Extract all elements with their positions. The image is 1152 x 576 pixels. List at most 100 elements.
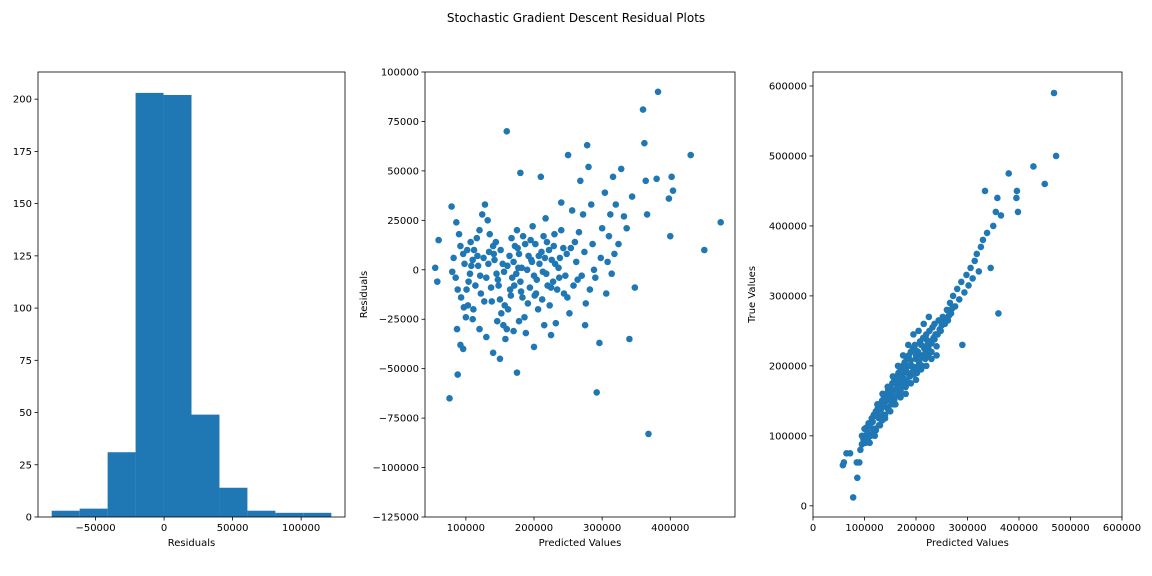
scatter-point: [997, 212, 1005, 219]
scatter-point: [496, 296, 504, 303]
scatter-point: [551, 230, 558, 238]
scatter-point: [948, 305, 956, 312]
scatter-point: [953, 285, 961, 293]
scatter-point: [450, 254, 457, 262]
scatter-point: [574, 276, 581, 283]
histogram-bar: [275, 512, 304, 517]
scatter-point: [1030, 163, 1037, 170]
x-tick-label: 0: [810, 523, 816, 534]
scatter-point: [874, 401, 881, 408]
scatter-point: [887, 401, 895, 408]
scatter-point: [1050, 89, 1058, 97]
scatter-point: [878, 417, 886, 424]
scatter-point: [903, 377, 911, 385]
scatter-point: [717, 219, 724, 226]
scatter-point: [500, 268, 508, 276]
scatter-point: [465, 278, 472, 285]
y-tick-label: −25000: [379, 315, 419, 326]
scatter-point: [463, 286, 470, 293]
scatter-point: [612, 201, 620, 208]
scatter-point: [480, 254, 487, 262]
y-tick-label: 400000: [769, 221, 807, 232]
scatter-point: [472, 282, 479, 289]
scatter-point: [979, 236, 987, 244]
scatter-point: [1041, 180, 1049, 188]
scatter-point: [522, 329, 530, 337]
scatter-point: [965, 282, 972, 289]
x-tick-label: 600000: [1103, 523, 1141, 534]
x-axis-label: Residuals: [168, 538, 215, 549]
true-vs-predicted-panel: 0 100000 200000 300000 400000 500000 600000 0 10…: [747, 71, 1141, 549]
scatter-point: [454, 371, 462, 378]
scatter-point: [469, 256, 476, 264]
scatter-point: [874, 411, 882, 419]
scatter-point: [971, 257, 979, 265]
scatter-point: [853, 474, 861, 482]
y-tick-label: 0: [801, 501, 807, 512]
scatter-point: [539, 268, 547, 276]
scatter-point: [567, 244, 575, 252]
scatter-point: [623, 224, 630, 232]
histogram-bar: [51, 510, 80, 517]
scatter-point: [503, 128, 511, 135]
scatter-point: [538, 296, 546, 303]
histogram-bar: [191, 414, 220, 517]
scatter-point: [532, 240, 539, 248]
scatter-point: [527, 236, 534, 244]
scatter-point: [869, 425, 877, 433]
scatter-point: [958, 278, 965, 286]
scatter-point: [967, 264, 974, 272]
scatter-point: [484, 217, 491, 224]
scatter-point: [912, 363, 920, 371]
scatter-point: [528, 258, 536, 266]
x-axis-label: Predicted Values: [539, 538, 622, 549]
scatter-point: [452, 274, 459, 281]
scatter-point: [486, 230, 494, 238]
scatter-point: [615, 240, 622, 248]
scatter-point: [884, 383, 891, 391]
y-tick-label: 600000: [769, 81, 807, 92]
scatter-point: [897, 387, 904, 394]
scatter-point: [668, 173, 675, 181]
scatter-point: [473, 234, 481, 242]
scatter-point: [593, 389, 600, 396]
scatter-point: [547, 284, 555, 291]
scatter-point: [483, 274, 490, 281]
scatter-point: [642, 177, 650, 185]
scatter-point: [542, 215, 549, 222]
scatter-point: [917, 341, 925, 349]
scatter-point: [987, 264, 994, 272]
scatter-point: [448, 268, 456, 276]
scatter-point: [457, 242, 464, 250]
scatter-point: [912, 347, 920, 354]
scatter-point: [540, 232, 547, 240]
scatter-point: [645, 430, 652, 438]
scatter-point: [897, 373, 904, 380]
scatter-point: [457, 294, 465, 301]
scatter-point: [536, 260, 543, 268]
scatter-point: [961, 289, 968, 296]
scatter-point: [864, 436, 871, 443]
scatter-point: [628, 193, 636, 200]
scatter-point: [521, 313, 528, 321]
scatter-point: [687, 151, 695, 159]
scatter-point: [517, 288, 525, 295]
scatter-point: [701, 246, 708, 254]
scatter-point: [545, 246, 553, 254]
scatter-point: [911, 341, 919, 349]
scatter-point: [492, 238, 500, 246]
scatter-point: [902, 366, 909, 373]
scatter-point: [597, 254, 605, 262]
scatter-point: [665, 195, 673, 202]
scatter-point: [568, 207, 576, 214]
scatter-point: [641, 139, 648, 147]
scatter-point: [931, 335, 938, 343]
scatter-point: [556, 254, 564, 262]
scatter-point: [497, 246, 504, 254]
scatter-point: [508, 234, 515, 242]
scatter-point: [477, 290, 485, 297]
y-tick-label: 25: [19, 460, 32, 471]
scatter-point: [581, 321, 589, 329]
scatter-point: [955, 296, 963, 303]
histogram-bar: [163, 94, 192, 517]
